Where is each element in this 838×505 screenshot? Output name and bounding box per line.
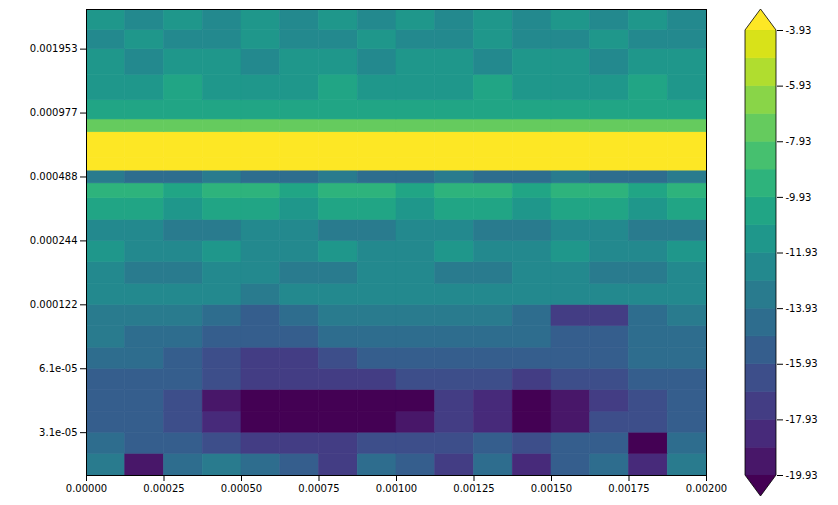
svg-text:0.00025: 0.00025 (143, 483, 184, 494)
svg-text:0.00000: 0.00000 (66, 483, 107, 494)
svg-text:0.00050: 0.00050 (221, 483, 262, 494)
svg-text:0.00125: 0.00125 (453, 483, 494, 494)
svg-text:-11.93: -11.93 (786, 247, 818, 258)
svg-text:-7.93: -7.93 (786, 136, 812, 147)
svg-text:0.000488: 0.000488 (30, 171, 78, 182)
svg-text:-15.93: -15.93 (786, 358, 818, 369)
svg-text:-17.93: -17.93 (786, 414, 818, 425)
svg-text:0.00200: 0.00200 (686, 483, 727, 494)
svg-text:3.1e-05: 3.1e-05 (39, 427, 77, 438)
svg-text:0.00150: 0.00150 (531, 483, 572, 494)
svg-text:-13.93: -13.93 (786, 303, 818, 314)
svg-text:0.00100: 0.00100 (376, 483, 417, 494)
svg-text:0.001953: 0.001953 (30, 43, 78, 54)
svg-text:-5.93: -5.93 (786, 80, 812, 91)
svg-text:0.00075: 0.00075 (298, 483, 339, 494)
svg-text:0.000977: 0.000977 (30, 107, 78, 118)
svg-text:-19.93: -19.93 (786, 470, 818, 481)
svg-text:0.000244: 0.000244 (30, 235, 78, 246)
svg-text:-3.93: -3.93 (786, 25, 812, 36)
svg-text:0.00175: 0.00175 (608, 483, 649, 494)
svg-text:-9.93: -9.93 (786, 192, 812, 203)
svg-text:6.1e-05: 6.1e-05 (39, 363, 77, 374)
svg-text:0.000122: 0.000122 (30, 299, 78, 310)
